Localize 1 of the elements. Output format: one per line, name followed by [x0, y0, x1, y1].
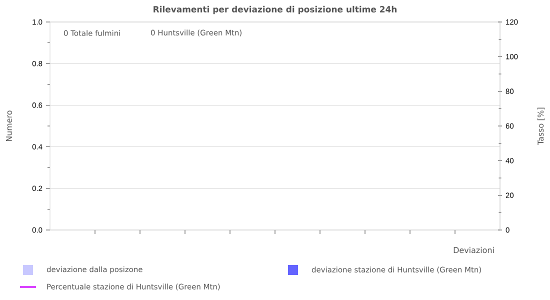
chart-title: Rilevamenti per deviazione di posizione ultime 24h: [154, 6, 397, 14]
